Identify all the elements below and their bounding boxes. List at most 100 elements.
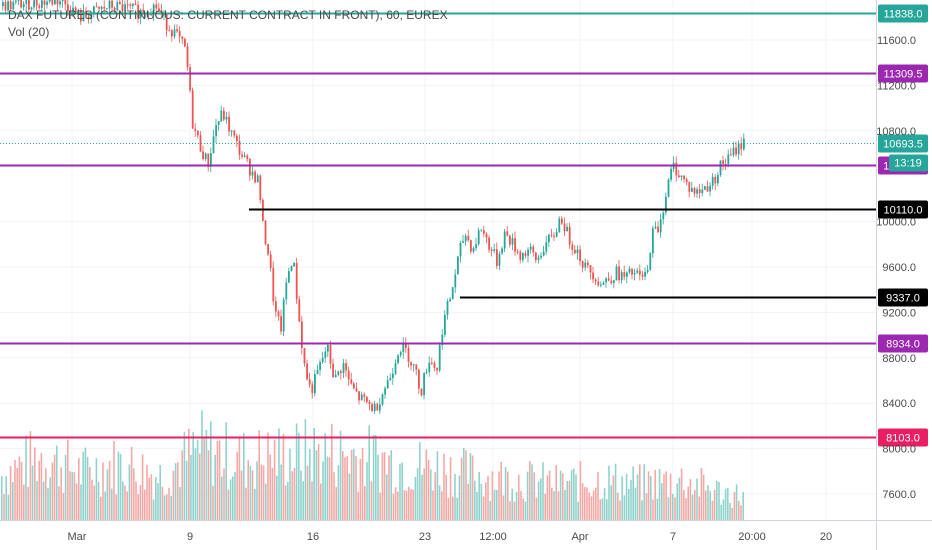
candle-body	[111, 0, 113, 8]
volume-bar	[335, 487, 337, 520]
candle-body	[295, 262, 298, 300]
volume-bar	[124, 485, 126, 520]
volume-bar	[225, 422, 227, 520]
volume-bar	[379, 492, 381, 520]
volume-bar	[544, 493, 546, 520]
candle-body	[665, 196, 667, 213]
candle-body	[610, 280, 613, 284]
candle-body	[639, 270, 641, 275]
candle-body	[394, 363, 397, 374]
volume-bar	[302, 481, 304, 520]
volume-bar	[361, 447, 364, 520]
candle-body	[233, 130, 236, 136]
volume-bar	[62, 493, 65, 520]
volume-bar	[639, 464, 641, 520]
volume-bar	[731, 507, 733, 520]
volume-bar	[630, 479, 632, 520]
candle-body	[15, 0, 17, 2]
volume-bar	[238, 437, 241, 520]
volume-bar	[504, 467, 507, 520]
volume-bar	[592, 490, 595, 520]
volume-bar	[454, 474, 456, 520]
candle-body	[324, 351, 327, 358]
volume-bar	[515, 492, 518, 520]
volume-bar	[309, 448, 311, 520]
candle-body	[33, 0, 35, 8]
volume-bar	[1, 476, 3, 520]
candle-body	[87, 16, 90, 20]
candle-body	[332, 363, 334, 378]
candle-body	[602, 282, 605, 285]
volume-bar	[735, 484, 738, 520]
candle-body	[275, 301, 277, 312]
candle-body	[405, 343, 407, 348]
volume-bar	[348, 473, 351, 520]
volume-bar	[128, 464, 131, 520]
candle-body	[540, 255, 542, 258]
volume-bar	[254, 489, 256, 520]
volume-bar	[163, 495, 166, 520]
volume-bar	[524, 501, 527, 520]
candle-body	[459, 243, 462, 257]
volume-bar	[64, 454, 67, 520]
candle-body	[579, 249, 581, 262]
candle-body	[43, 0, 46, 5]
candle-body	[217, 121, 220, 125]
candle-body	[488, 237, 490, 250]
volume-bar	[150, 474, 153, 520]
candle-body	[631, 268, 633, 275]
candle-body	[711, 176, 714, 186]
candle-body	[587, 262, 589, 266]
volume-bar	[372, 434, 375, 520]
candle-body	[340, 371, 342, 373]
volume-bar	[53, 454, 56, 520]
volume-bar	[465, 450, 467, 520]
volume-bar	[295, 423, 298, 520]
candle-body	[514, 238, 516, 252]
candle-body	[168, 30, 171, 32]
volume-bar	[702, 474, 705, 520]
volume-bar	[614, 463, 617, 520]
volume-bar	[590, 496, 593, 520]
volume-bar	[93, 485, 95, 520]
volume-bar	[617, 492, 619, 520]
candle-body	[251, 171, 254, 176]
volume-bar	[234, 471, 236, 520]
candle-body	[522, 253, 524, 260]
volume-bar	[713, 489, 716, 520]
candle-body	[249, 159, 251, 176]
volume-bar	[27, 486, 29, 520]
candle-body	[277, 311, 280, 317]
volume-bar	[306, 465, 309, 520]
volume-bar	[606, 499, 608, 520]
candle-body	[568, 226, 571, 245]
volume-bar	[568, 480, 571, 520]
volume-bar	[317, 443, 320, 520]
volume-bar	[42, 481, 45, 520]
candle-body	[337, 371, 340, 375]
candle-body	[238, 141, 241, 155]
candle-body	[727, 154, 730, 165]
volume-bar	[390, 450, 392, 520]
volume-bar	[210, 421, 212, 520]
candle-body	[12, 2, 15, 10]
candle-body	[35, 0, 38, 6]
candle-body	[717, 175, 719, 184]
candle-body	[254, 171, 256, 183]
candle-body	[132, 3, 134, 6]
volume-bar	[212, 486, 214, 520]
volume-bar	[533, 472, 535, 520]
candle-body	[17, 0, 20, 1]
volume-bar	[619, 500, 621, 520]
candle-body	[451, 287, 454, 300]
volume-bar	[300, 470, 302, 520]
candle-body	[46, 1, 48, 5]
volume-bar	[403, 490, 406, 520]
volume-bar	[485, 482, 487, 520]
candle-body	[662, 212, 665, 220]
volume-bar	[100, 496, 102, 520]
candle-body	[199, 135, 202, 152]
candle-body	[698, 189, 701, 194]
volume-bar	[221, 476, 223, 520]
